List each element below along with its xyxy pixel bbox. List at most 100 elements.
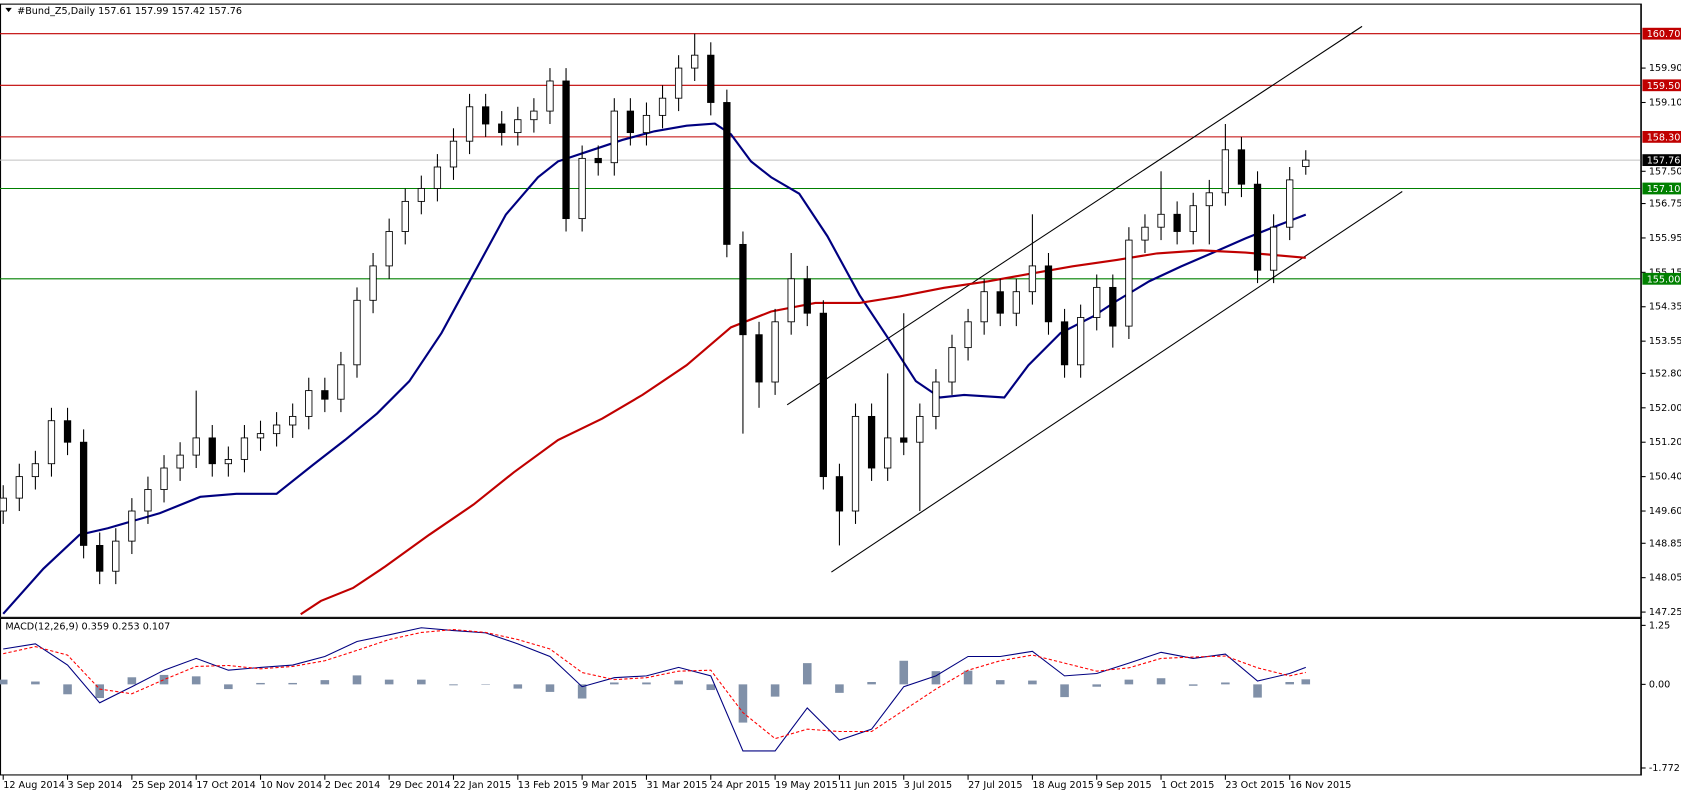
candle-body bbox=[79, 441, 88, 546]
macd-histogram-bar bbox=[513, 684, 523, 689]
price-level-tag bbox=[1642, 182, 1681, 195]
macd-histogram-bar bbox=[449, 684, 458, 686]
y-tick-label: 155.15 bbox=[1649, 267, 1681, 278]
macd-histogram-bar bbox=[95, 684, 104, 699]
macd-histogram-bar bbox=[770, 684, 780, 697]
candle-body bbox=[594, 157, 602, 164]
macd-histogram-bar bbox=[610, 682, 619, 685]
macd-histogram-bar bbox=[963, 670, 973, 685]
macd-histogram-bar bbox=[1301, 679, 1311, 685]
candle-body bbox=[1060, 321, 1069, 366]
candle-body bbox=[948, 347, 956, 383]
candle-body bbox=[433, 166, 442, 189]
macd-histogram-bar bbox=[1124, 679, 1134, 685]
macd-histogram-bar bbox=[417, 679, 426, 685]
y-tick-label: 159.90 bbox=[1649, 63, 1681, 74]
candle-body bbox=[1189, 205, 1197, 232]
y-tick-label: 155.95 bbox=[1649, 233, 1681, 244]
macd-histogram-bar bbox=[738, 684, 748, 723]
y-tick-label: 157.50 bbox=[1649, 166, 1681, 177]
macd-histogram-bar bbox=[1188, 684, 1198, 686]
trend-channel-line bbox=[786, 25, 1363, 406]
candle-body bbox=[642, 114, 651, 134]
candle-body bbox=[723, 102, 731, 245]
y-tick-label: 148.85 bbox=[1649, 538, 1681, 549]
candle-body bbox=[385, 231, 393, 267]
price-level-tag bbox=[1642, 130, 1681, 143]
macd-histogram-bar bbox=[1028, 680, 1037, 685]
x-tick-label: 9 Sep 2015 bbox=[1097, 780, 1152, 791]
x-tick-label: 12 Aug 2014 bbox=[3, 780, 65, 791]
candle-body bbox=[1253, 183, 1262, 271]
macd-histogram-bar bbox=[674, 680, 683, 685]
candle-body bbox=[482, 106, 490, 125]
candle-body bbox=[578, 157, 586, 220]
candle-body bbox=[321, 390, 329, 400]
candle-body bbox=[498, 123, 506, 134]
candle-body bbox=[546, 80, 554, 112]
candle-body bbox=[1302, 159, 1310, 167]
y-tick-label: 152.80 bbox=[1649, 368, 1681, 379]
macd-histogram-bar bbox=[706, 684, 716, 691]
candle-body bbox=[401, 200, 409, 232]
macd-histogram-bar bbox=[867, 682, 876, 685]
x-tick-label: 29 Dec 2014 bbox=[389, 780, 451, 791]
price-level-label: 158.30 bbox=[1647, 132, 1681, 143]
price-level-tag bbox=[1642, 79, 1681, 92]
x-tick-label: 13 Feb 2015 bbox=[518, 780, 578, 791]
y-tick-label: 159.10 bbox=[1649, 97, 1681, 108]
candle-body bbox=[1044, 265, 1053, 323]
y-tick-label: 152.00 bbox=[1649, 403, 1681, 414]
y-tick-label: 148.05 bbox=[1649, 573, 1681, 584]
candle-body bbox=[1076, 317, 1085, 366]
x-tick-label: 17 Oct 2014 bbox=[196, 780, 256, 791]
price-level-label: 159.50 bbox=[1647, 81, 1681, 92]
candle-body bbox=[465, 106, 474, 142]
macd-histogram-bar bbox=[1221, 682, 1230, 685]
x-tick-label: 19 May 2015 bbox=[775, 780, 838, 791]
candle-body bbox=[1125, 239, 1133, 327]
candle-body bbox=[369, 265, 377, 301]
macd-histogram-bar bbox=[1092, 684, 1102, 687]
x-tick-label: 27 Jul 2015 bbox=[968, 780, 1022, 791]
candle-body bbox=[803, 278, 811, 314]
x-tick-label: 23 Oct 2015 bbox=[1225, 780, 1285, 791]
candle-body bbox=[1205, 192, 1213, 207]
moving-average-line bbox=[2, 122, 1307, 615]
y-tick-label: 1.25 bbox=[1649, 620, 1670, 631]
moving-average-line bbox=[300, 249, 1306, 616]
macd-histogram-bar bbox=[352, 675, 362, 685]
x-tick-label: 22 Jan 2015 bbox=[453, 780, 511, 791]
price-level-label: 160.70 bbox=[1647, 29, 1681, 40]
x-tick-label: 10 Nov 2014 bbox=[261, 780, 323, 791]
candle-body bbox=[63, 420, 72, 443]
candle-body bbox=[626, 110, 635, 134]
candle-body bbox=[144, 489, 152, 512]
candle-body bbox=[176, 454, 184, 469]
macd-title: MACD(12,26,9) 0.359 0.253 0.107 bbox=[5, 621, 170, 632]
candle-body bbox=[835, 476, 844, 512]
y-tick-label: 150.40 bbox=[1649, 472, 1681, 483]
macd-histogram-bar bbox=[159, 674, 169, 685]
macd-histogram-bar bbox=[1060, 684, 1069, 698]
candle-body bbox=[1012, 291, 1020, 314]
macd-histogram-bar bbox=[384, 679, 394, 685]
y-tick-label: 151.20 bbox=[1649, 437, 1681, 448]
macd-main-line bbox=[3, 627, 1306, 752]
candle-body bbox=[128, 510, 136, 542]
candle-body bbox=[208, 437, 216, 465]
price-level-label: 157.10 bbox=[1647, 184, 1681, 195]
candle-body bbox=[449, 140, 458, 168]
candle-body bbox=[0, 497, 7, 512]
candle-body bbox=[192, 437, 200, 456]
x-tick-label: 31 Mar 2015 bbox=[646, 780, 707, 791]
macd-histogram-bar bbox=[320, 680, 330, 685]
candle-body bbox=[658, 97, 667, 116]
price-level-label: 157.76 bbox=[1647, 156, 1681, 167]
candle-body bbox=[31, 463, 40, 478]
price-level-tag bbox=[1642, 27, 1681, 40]
menu-arrow bbox=[5, 7, 12, 13]
candle-body bbox=[867, 415, 876, 469]
